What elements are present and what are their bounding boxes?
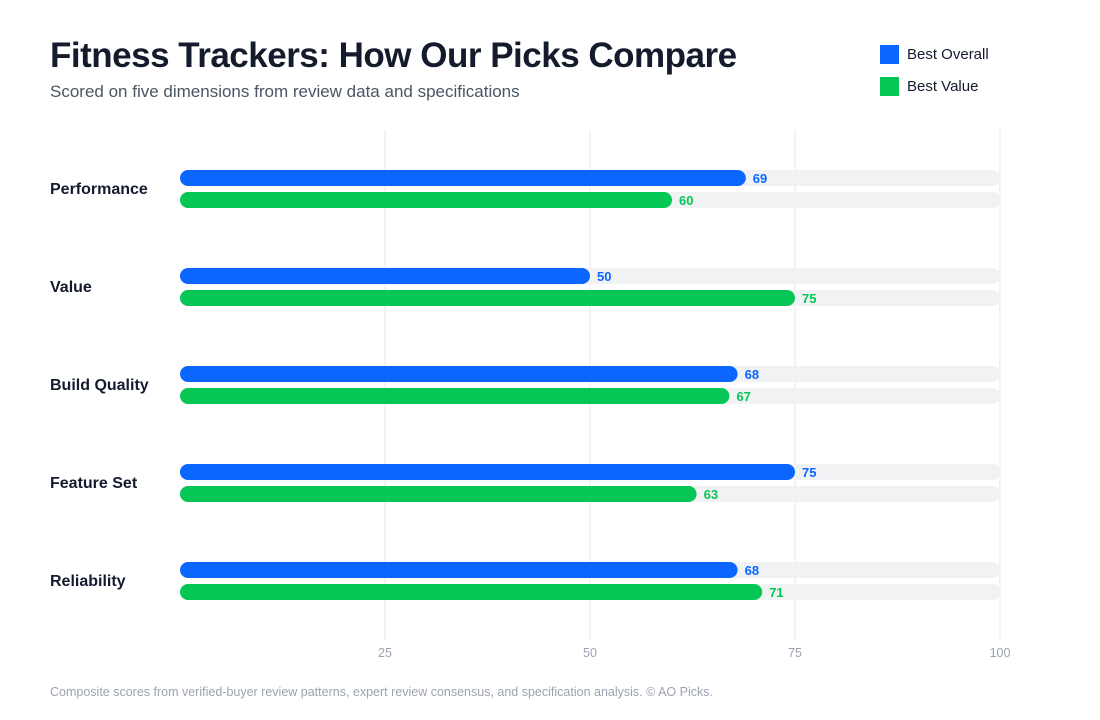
category-label: Reliability: [50, 573, 126, 590]
x-tick-label: 50: [583, 646, 597, 660]
chart-footnote: Composite scores from verified-buyer rev…: [50, 685, 713, 699]
bar-value-label: 69: [753, 171, 767, 186]
chart-title: Fitness Trackers: How Our Picks Compare: [50, 36, 737, 75]
bar-value-label: 67: [736, 389, 750, 404]
category-label: Feature Set: [50, 475, 138, 492]
chart-legend: Best Overall Best Value: [880, 44, 989, 108]
x-tick-label: 75: [788, 646, 802, 660]
legend-swatch-best-value: [880, 76, 899, 96]
bar-value-label: 63: [704, 487, 718, 502]
category-label: Value: [50, 279, 92, 296]
category-label: Build Quality: [50, 377, 149, 394]
bar-value-label: 68: [745, 367, 759, 382]
bar-value-label: 50: [597, 269, 611, 284]
x-tick-label: 25: [378, 646, 392, 660]
bar-value-label: 68: [745, 563, 759, 578]
bar-value-label: 75: [802, 291, 816, 306]
legend-label-best-overall: Best Overall: [907, 45, 989, 63]
chart-subtitle: Scored on five dimensions from review da…: [50, 82, 520, 101]
bar-value-label: 60: [679, 193, 693, 208]
x-tick-label: 100: [990, 646, 1011, 660]
legend-item-best-overall: Best Overall: [880, 44, 989, 64]
category-label: Performance: [50, 181, 148, 198]
legend-item-best-value: Best Value: [880, 76, 989, 96]
bar-value-label: 71: [769, 585, 783, 600]
bar-value-label: 75: [802, 465, 816, 480]
legend-label-best-value: Best Value: [907, 77, 979, 95]
legend-swatch-best-overall: [880, 44, 899, 64]
